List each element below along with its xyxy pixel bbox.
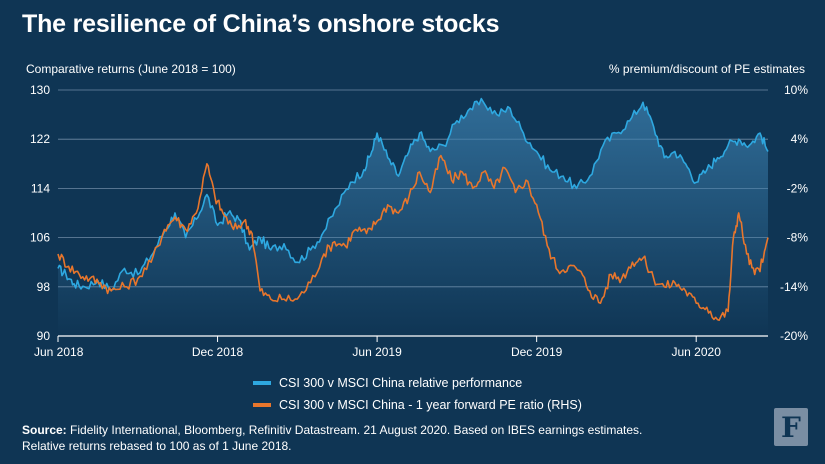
legend-item-relative-performance: CSI 300 v MSCI China relative performanc…	[253, 372, 582, 394]
right-tick-label: 4%	[791, 132, 809, 146]
source-text: Fidelity International, Bloomberg, Refin…	[66, 423, 643, 437]
legend: CSI 300 v MSCI China relative performanc…	[253, 372, 582, 416]
legend-swatch-blue	[253, 381, 271, 385]
legend-label: CSI 300 v MSCI China - 1 year forward PE…	[279, 398, 582, 412]
x-tick-label: Dec 2018	[192, 345, 244, 359]
x-tick-label: Dec 2019	[511, 345, 563, 359]
left-tick-label: 114	[31, 181, 50, 195]
right-tick-label: -14%	[780, 280, 808, 294]
left-tick-label: 90	[37, 329, 51, 343]
legend-label: CSI 300 v MSCI China relative performanc…	[279, 376, 523, 390]
right-tick-label: -2%	[787, 181, 809, 195]
left-tick-label: 106	[30, 231, 50, 245]
source-label: Source:	[22, 423, 67, 437]
source-note: Source: Fidelity International, Bloomber…	[22, 422, 722, 454]
logo-glyph: F	[781, 410, 801, 444]
relative-performance-area	[58, 98, 768, 336]
x-tick-label: Jun 2018	[34, 345, 84, 359]
right-axis-title: % premium/discount of PE estimates	[608, 62, 805, 76]
x-tick-label: Jun 2019	[352, 345, 402, 359]
left-tick-label: 130	[30, 83, 50, 97]
right-tick-label: -8%	[787, 231, 809, 245]
legend-item-pe-ratio: CSI 300 v MSCI China - 1 year forward PE…	[253, 394, 582, 416]
chart-title: The resilience of China’s onshore stocks	[22, 10, 500, 38]
pe-ratio-line	[57, 154, 769, 321]
left-axis-title: Comparative returns (June 2018 = 100)	[26, 62, 236, 76]
left-tick-label: 98	[37, 280, 51, 294]
x-tick-label: Jun 2020	[672, 345, 722, 359]
source-text-line2: Relative returns rebased to 100 as of 1 …	[22, 439, 292, 453]
right-tick-label: 10%	[784, 83, 808, 97]
fidelity-logo: F	[774, 408, 808, 446]
legend-swatch-orange	[253, 403, 271, 407]
right-tick-label: -20%	[780, 329, 808, 343]
left-tick-label: 122	[30, 132, 50, 146]
